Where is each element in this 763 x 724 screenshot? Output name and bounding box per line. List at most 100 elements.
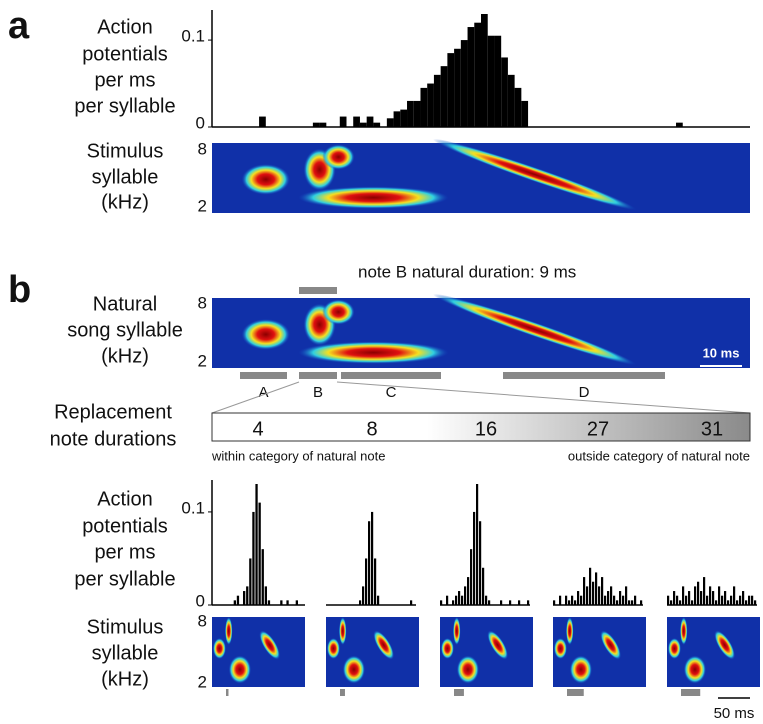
spectral-energy [241, 319, 291, 350]
connector [336, 381, 751, 414]
bar [481, 14, 488, 127]
spectral-energy [241, 164, 291, 195]
label-line: song syllable [67, 319, 183, 341]
spectral-energy [569, 655, 593, 684]
bar [709, 586, 712, 605]
spectral-energy [566, 617, 574, 645]
bar [518, 600, 521, 605]
bar [619, 591, 622, 605]
label-line: per ms [94, 69, 155, 91]
bar [622, 595, 625, 605]
y-tick-label: 8 [198, 611, 207, 630]
spectral-energy [228, 655, 252, 684]
bar [243, 591, 246, 605]
bar [246, 586, 249, 605]
bar [553, 600, 556, 605]
spectral-energy [339, 617, 347, 645]
y-tick-label: 8 [198, 293, 207, 312]
bar [724, 591, 727, 605]
bar [452, 600, 455, 605]
bar [458, 591, 461, 605]
bar [353, 116, 360, 127]
bar [467, 577, 470, 605]
bar [592, 581, 595, 605]
label-line: potentials [82, 515, 168, 537]
bar [527, 600, 530, 605]
replacement-duration [567, 689, 584, 696]
spectral-energy [714, 630, 736, 660]
bar [319, 122, 327, 127]
bar [365, 558, 368, 605]
spectral-energy [453, 617, 461, 645]
spectral-energy [298, 186, 449, 209]
bar [739, 595, 742, 605]
bar [500, 600, 503, 605]
bar [482, 567, 485, 605]
duration-gradient [211, 412, 751, 442]
bar [474, 22, 481, 128]
bar [267, 600, 271, 605]
bar [501, 57, 508, 127]
spectral-energy [440, 638, 454, 659]
note-segment [503, 372, 665, 379]
bar [706, 595, 709, 605]
label-line: Action [97, 488, 153, 510]
bar [249, 558, 252, 605]
bar [476, 484, 479, 605]
bar [712, 591, 715, 605]
bar [703, 577, 706, 605]
bar [479, 521, 482, 605]
note-label: A [258, 384, 268, 401]
y-tick-label: 2 [198, 351, 207, 370]
bar [460, 40, 468, 128]
bar [258, 502, 261, 605]
label-line: syllable [92, 166, 159, 188]
bar [386, 118, 394, 127]
label-line: per ms [94, 541, 155, 563]
bar [368, 521, 371, 605]
bar [366, 116, 374, 127]
bar [286, 600, 289, 605]
bar [487, 35, 495, 127]
bar [454, 48, 461, 128]
bar [339, 116, 347, 127]
label-line: note durations [50, 428, 177, 450]
bar [733, 586, 736, 605]
bar [730, 595, 733, 605]
label-line: syllable [92, 642, 159, 664]
bar [295, 600, 298, 605]
bar [494, 35, 502, 127]
time-scale-label: 50 ms [714, 705, 755, 722]
bar [673, 591, 676, 605]
bar [420, 87, 428, 127]
bar [676, 595, 679, 605]
bar [447, 53, 455, 127]
connector [211, 381, 300, 414]
bar [252, 511, 255, 605]
bar [679, 600, 682, 605]
bar [559, 595, 562, 605]
bar [685, 595, 688, 605]
spectral-energy [683, 655, 707, 684]
bar [233, 600, 236, 605]
bar [362, 586, 365, 605]
bar [264, 586, 267, 605]
bar [589, 567, 592, 605]
bar [574, 600, 577, 605]
bar [586, 586, 589, 605]
bar [616, 600, 619, 605]
replacement-duration [681, 689, 701, 696]
bar [507, 74, 515, 127]
bar [427, 83, 434, 127]
bar [371, 511, 374, 605]
y-tick-label: 0 [196, 113, 205, 132]
note-label: C [386, 384, 397, 401]
bar [359, 600, 362, 605]
bar [464, 586, 467, 605]
spectral-energy [433, 138, 637, 211]
bar [727, 600, 730, 605]
bar [688, 591, 691, 605]
panel-label: b [8, 269, 31, 311]
label-line: (kHz) [101, 191, 149, 213]
